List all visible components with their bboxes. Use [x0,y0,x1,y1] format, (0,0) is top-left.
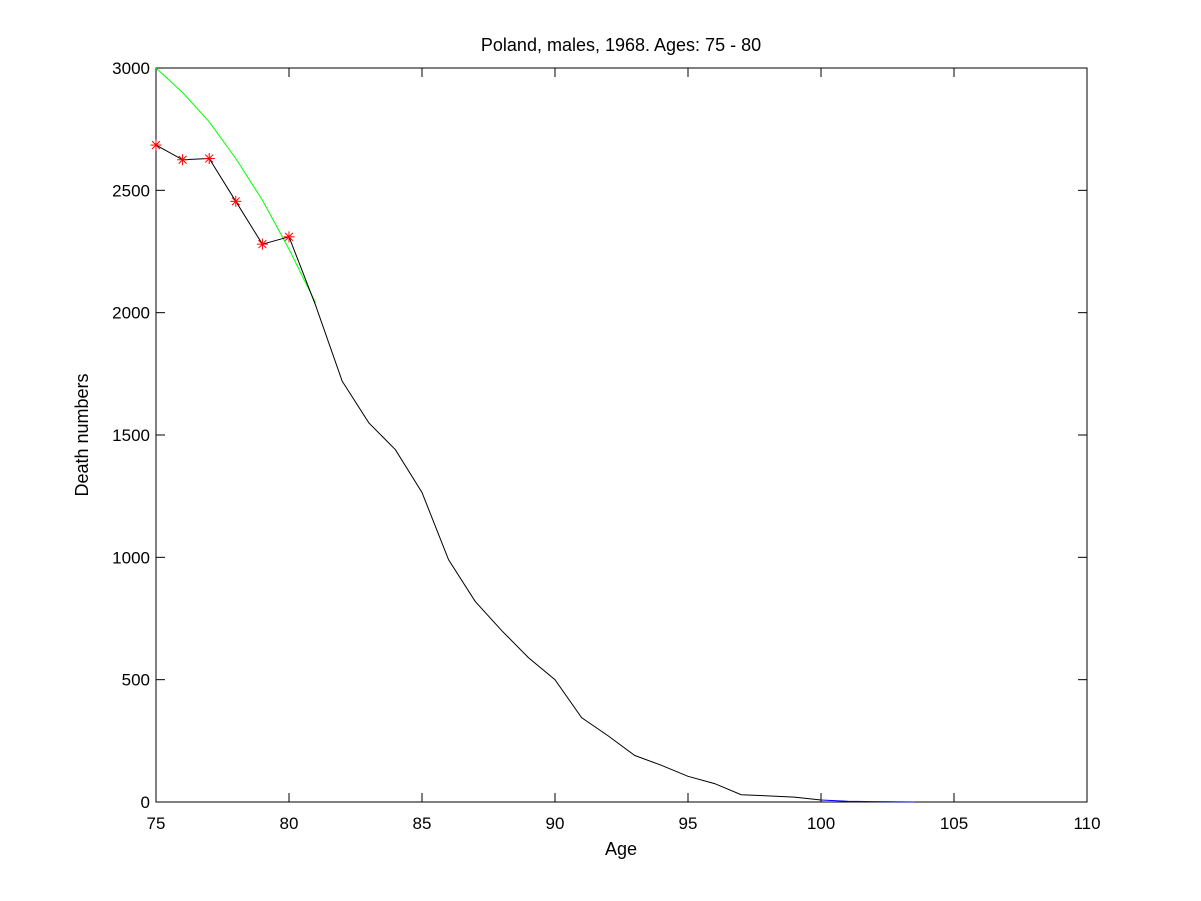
y-tick-label: 1000 [112,548,150,567]
y-tick-label: 1500 [112,426,150,445]
y-axis-label: Death numbers [72,373,92,496]
data-point-marker [256,238,268,250]
x-tick-label: 110 [1073,814,1100,833]
y-tick-label: 3000 [112,59,150,78]
series-line [155,67,317,304]
x-tick-label: 90 [546,814,565,833]
axis-ticks: 75 80 85 90 95 100 105 110 0 500 1000 1500 2000 2500 3… [112,59,1100,833]
x-axis-label: Age [605,839,637,859]
data-point-marker [150,139,162,151]
chart-title: Poland, males, 1968. Ages: 75 - 80 [481,35,761,55]
series-layer [150,67,915,803]
x-tick-label: 105 [940,814,968,833]
x-tick-label: 75 [147,814,166,833]
y-tick-label: 2000 [112,304,150,323]
series-line [155,144,822,801]
x-tick-label: 95 [679,814,698,833]
y-tick-label: 500 [122,671,150,690]
x-tick-label: 85 [413,814,432,833]
data-point-marker [203,153,215,165]
series-line [820,799,915,803]
x-tick-label: 80 [280,814,299,833]
data-point-marker [230,195,242,207]
data-point-marker [283,231,295,243]
y-tick-label: 0 [141,793,150,812]
x-tick-label: 100 [807,814,835,833]
y-tick-label: 2500 [112,181,150,200]
data-point-marker [177,154,189,166]
plot-area [155,67,1088,803]
